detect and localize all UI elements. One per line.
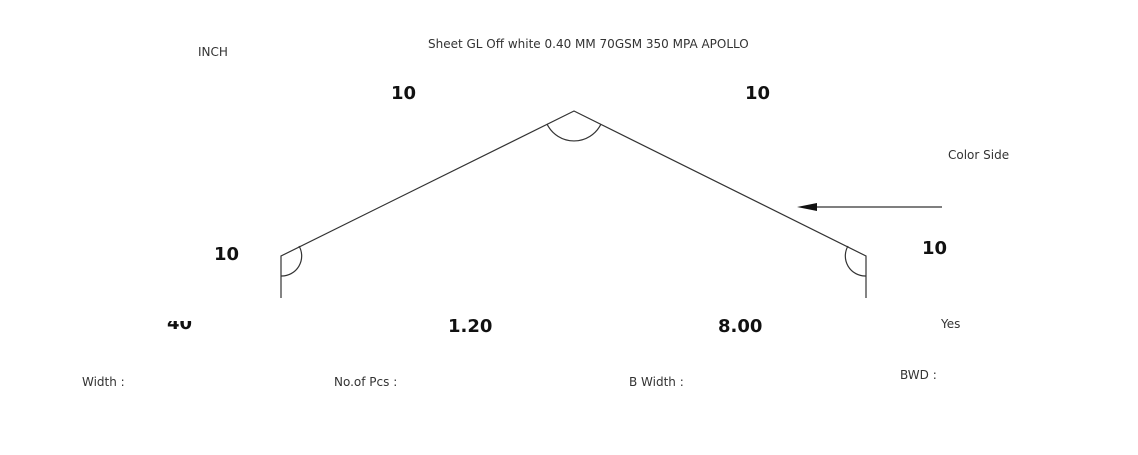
profile-outline <box>280 110 867 298</box>
bwd-label: BWD : <box>900 368 937 382</box>
apex-angle-arc <box>546 123 602 142</box>
left-fold-dimension: 10 <box>214 244 240 265</box>
material-title: Sheet GL Off white 0.40 MM 70GSM 350 MPA… <box>428 37 749 51</box>
width-value: 40 <box>167 321 193 334</box>
unit-label: INCH <box>198 45 228 59</box>
bwd-value: Yes <box>941 317 961 331</box>
right-angle-arc <box>844 245 867 277</box>
left-angle-arc <box>280 245 303 277</box>
color-side-label: Color Side <box>948 148 1010 162</box>
color-side-arrow-head <box>797 203 817 211</box>
b-width-label: B Width : <box>629 375 684 389</box>
b-width-value: 8.00 <box>718 316 763 337</box>
width-label: Width : <box>82 375 125 389</box>
left-slope-dimension: 10 <box>391 83 417 104</box>
no-of-pcs-label: No.of Pcs : <box>334 375 398 389</box>
right-fold-dimension: 10 <box>922 238 948 259</box>
right-slope-dimension: 10 <box>745 83 771 104</box>
no-of-pcs-value: 1.20 <box>448 316 493 337</box>
